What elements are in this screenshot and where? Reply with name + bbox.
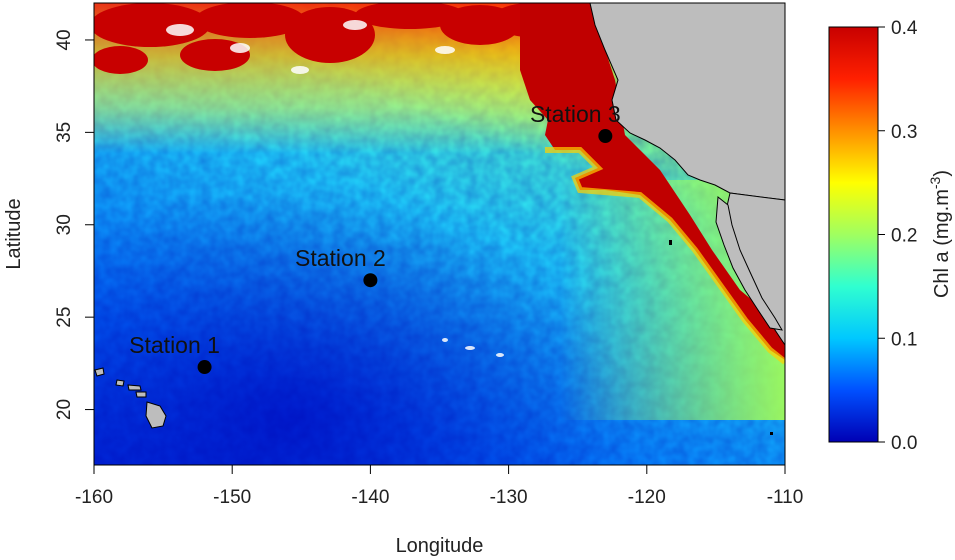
- colorbar-title-close: ): [931, 170, 953, 177]
- coastal-upwelling-fringe: [545, 147, 785, 365]
- colorbar-title-superscript: -3: [927, 176, 943, 189]
- y-axis: 20 25 30 35 40: [54, 29, 94, 420]
- station-label: Station 3: [530, 101, 621, 127]
- land-hawaiian-islands: [94, 367, 167, 429]
- colorbar-tick-label: 0.4: [891, 18, 918, 39]
- colorbar-tick-label: 0.2: [891, 226, 917, 247]
- station-label: Station 2: [295, 245, 386, 271]
- x-tick-label: -150: [213, 487, 251, 508]
- y-tick-label: 40: [54, 29, 75, 50]
- colorbar-title-main: Chl a (mg.m: [931, 189, 953, 298]
- colorbar-tick-label: 0.3: [891, 122, 917, 143]
- x-tick-label: -160: [75, 487, 113, 508]
- y-tick-label: 35: [54, 122, 75, 143]
- colorbar-gradient: [828, 26, 879, 443]
- x-tick-label: -130: [490, 487, 528, 508]
- northern-bloom-patches: [94, 3, 590, 74]
- cloud-gaps: [166, 20, 504, 357]
- colorbar-tick-label: 0.0: [891, 433, 917, 454]
- x-tick-label: -110: [767, 487, 804, 508]
- y-tick-label: 20: [54, 399, 75, 420]
- land-baja-california: [715, 196, 783, 331]
- y-axis-title: Latitude: [3, 198, 25, 269]
- station-marker: [363, 273, 378, 288]
- colorbar-ticks: 0.0 0.1 0.2 0.3 0.4: [878, 18, 918, 454]
- x-axis: -160 -150 -140 -130 -120 -110: [75, 464, 804, 508]
- x-tick-label: -140: [351, 487, 389, 508]
- y-tick-label: 30: [54, 214, 75, 235]
- stations-layer: Station 1 Station 2 Station 3: [129, 101, 621, 375]
- y-tick-label: 25: [54, 307, 75, 328]
- colorbar-tick-label: 0.1: [891, 329, 917, 350]
- x-axis-title: Longitude: [396, 535, 484, 557]
- map-plot-area: Station 1 Station 2 Station 3: [94, 3, 785, 465]
- colorbar: 0.0 0.1 0.2 0.3 0.4 Chl a (mg.m-3): [828, 18, 953, 454]
- x-tick-label: -120: [628, 487, 666, 508]
- station-marker: [197, 360, 212, 375]
- station-label: Station 1: [129, 332, 220, 358]
- small-island-dot-2: [770, 432, 773, 435]
- station-marker: [598, 129, 613, 144]
- small-island-dot: [669, 240, 672, 245]
- colorbar-title: Chl a (mg.m-3): [927, 170, 953, 298]
- coastal-upwelling-zone: [520, 3, 785, 360]
